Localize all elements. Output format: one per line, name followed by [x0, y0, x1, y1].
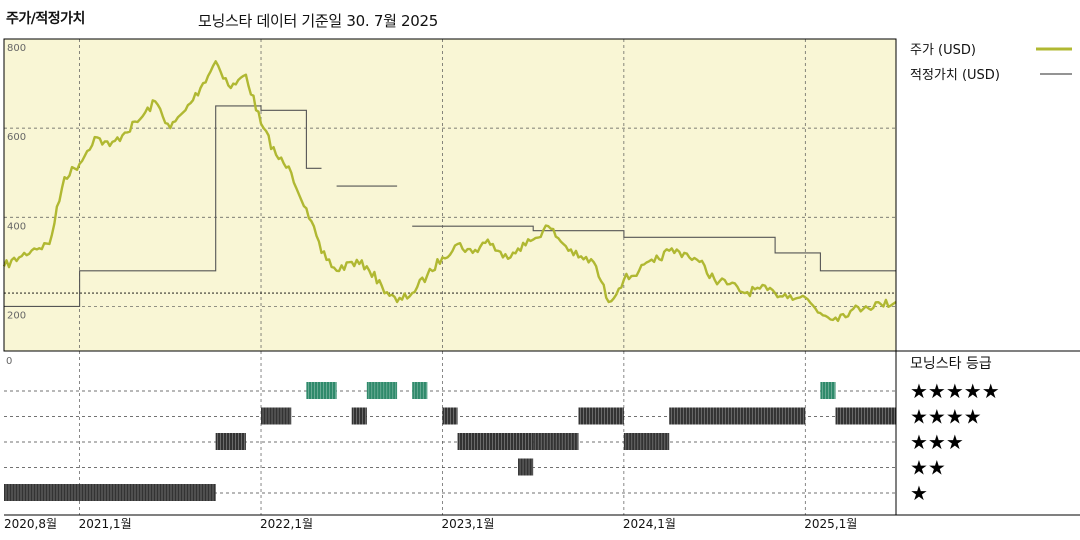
- rating-bar-fill: [306, 382, 337, 399]
- rating-bar-fill: [578, 407, 624, 425]
- chart-title: 주가/적정가치: [6, 11, 85, 27]
- rating-gridlines: [4, 390, 896, 494]
- y-axis-tick-labels: 800 600 400 200: [7, 43, 26, 321]
- rating-bar-fill: [351, 407, 367, 425]
- rating-history-bars: [4, 382, 896, 501]
- rating-bar: [366, 382, 398, 399]
- rating-bar: [623, 433, 670, 450]
- rating-bar-fill: [412, 382, 428, 399]
- x-tick-label: 2020,8월: [4, 517, 57, 531]
- rating-bar-fill: [533, 433, 579, 450]
- x-tick-label: 2024,1월: [623, 517, 676, 531]
- rating-bar-fill: [518, 458, 534, 476]
- rating-bar-fill: [623, 433, 670, 450]
- rating-bar: [261, 407, 292, 425]
- x-tick-label: 2023,1월: [441, 517, 494, 531]
- y-tick-label: 600: [7, 132, 26, 143]
- rating-bar-fill: [4, 484, 216, 501]
- rating-bar-fill: [215, 433, 246, 450]
- legend-fair-value-label: 적정가치 (USD): [910, 68, 1000, 83]
- y-tick-label: 800: [7, 43, 26, 54]
- y-tick-label: 200: [7, 310, 26, 321]
- rating-row-stars: ★: [910, 481, 928, 505]
- x-axis-tick-labels: 2020,8월 2021,1월 2022,1월 2023,1월 2024,1월 2025,…: [4, 517, 857, 531]
- price-line: [2, 60, 897, 323]
- rating-bar-fill: [442, 407, 458, 425]
- rating-star-rows: ★★★★★★★★★★★★★★★: [910, 379, 1000, 505]
- price-panel-background: [4, 39, 896, 351]
- x-tick-label: 2025,1월: [804, 517, 857, 531]
- rating-bar: [306, 382, 337, 399]
- rating-bar-fill: [820, 382, 836, 399]
- rating-row-stars: ★★: [910, 456, 946, 480]
- data-date-subtitle: 모닝스타 데이터 기준일 30. 7월 2025: [198, 12, 439, 30]
- x-tick-label: 2021,1월: [79, 517, 132, 531]
- rating-bar: [4, 484, 216, 501]
- legend-price-label: 주가 (USD): [910, 43, 976, 58]
- rating-bar-fill: [261, 407, 292, 425]
- rating-bar: [412, 382, 428, 399]
- rating-zero-label: 0: [6, 356, 12, 367]
- rating-bar: [578, 407, 624, 425]
- rating-bar-fill: [366, 382, 398, 399]
- y-tick-label: 400: [7, 221, 26, 232]
- rating-bar: [835, 407, 896, 425]
- rating-bar: [215, 433, 246, 450]
- rating-bar: [533, 433, 579, 450]
- rating-bar: [442, 407, 458, 425]
- rating-row-stars: ★★★★★: [910, 379, 1000, 403]
- rating-bar: [351, 407, 367, 425]
- rating-panel-title: 모닝스타 등급: [910, 356, 992, 372]
- rating-bar: [669, 407, 806, 425]
- rating-bar: [518, 458, 534, 476]
- rating-bar: [457, 433, 534, 450]
- rating-bar: [820, 382, 836, 399]
- rating-row-stars: ★★★: [910, 430, 964, 454]
- fair-value-line: [4, 105, 896, 307]
- x-tick-label: 2022,1월: [260, 517, 313, 531]
- rating-bar-fill: [835, 407, 896, 425]
- rating-row-stars: ★★★★: [910, 405, 982, 429]
